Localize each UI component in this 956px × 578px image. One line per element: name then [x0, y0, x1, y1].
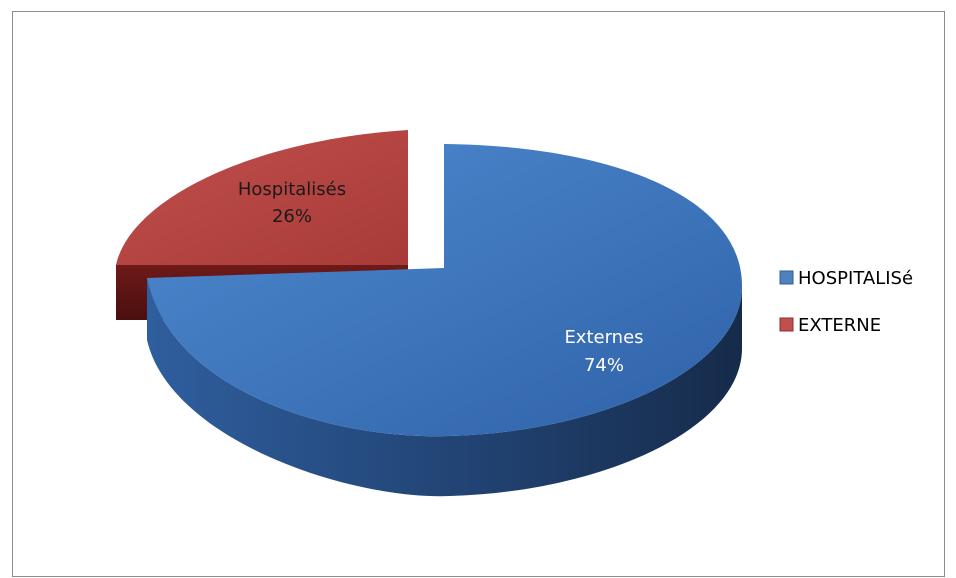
chart-frame	[12, 11, 945, 577]
legend-label-hospitalise: HOSPITALISé	[798, 268, 913, 289]
slice-label-hospitalises: Hospitalisés	[238, 179, 346, 200]
slice-percent-hospitalises: 26%	[272, 206, 312, 227]
slice-externes-side	[147, 278, 742, 497]
legend: HOSPITALISé EXTERNE	[779, 268, 913, 336]
legend-label-externe: EXTERNE	[798, 315, 881, 336]
slice-percent-externes: 74%	[584, 355, 624, 376]
slice-hospitalises-top	[116, 130, 408, 265]
legend-item-externe[interactable]: EXTERNE	[779, 315, 881, 336]
slice-label-externes: Externes	[564, 327, 643, 348]
legend-item-hospitalise[interactable]: HOSPITALISé	[779, 268, 913, 289]
slice-externes-top	[147, 144, 743, 437]
legend-swatch-hospitalise	[779, 270, 794, 285]
slice-externes[interactable]	[147, 144, 743, 497]
legend-swatch-externe	[779, 317, 794, 332]
